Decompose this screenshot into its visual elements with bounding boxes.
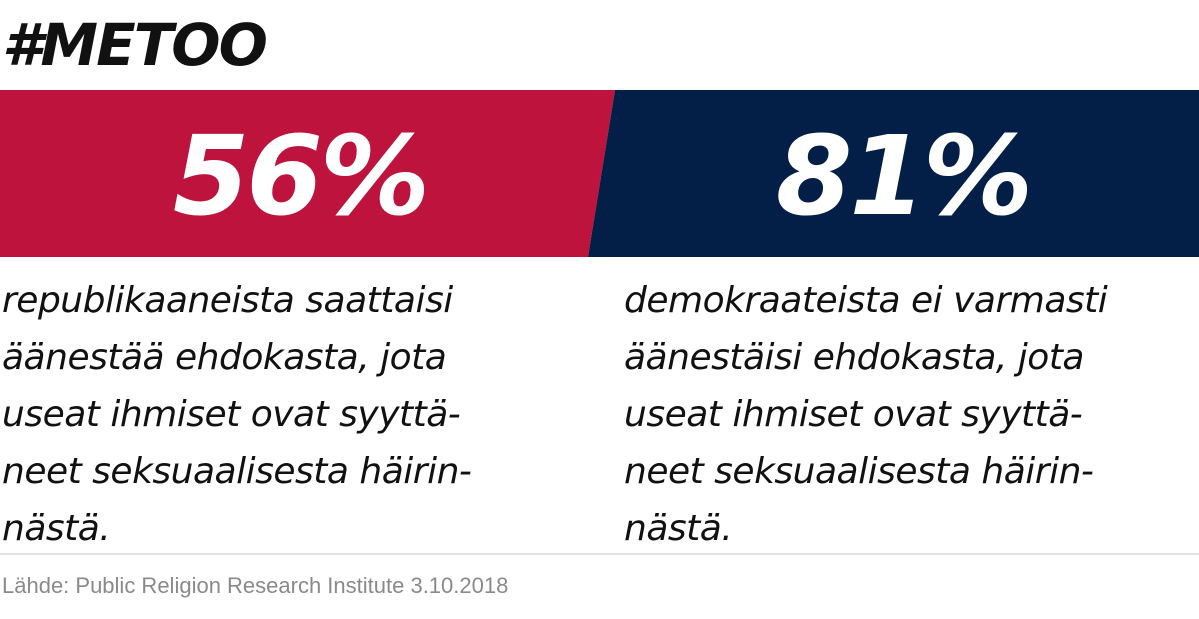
description-line: republikaaneista saattaisi — [2, 280, 453, 321]
democrat-stat: 81% — [776, 112, 1030, 240]
description-line: useat ihmiset ovat syyttä- — [2, 394, 461, 435]
source-note: Lähde: Public Religion Research Institut… — [2, 573, 509, 598]
description-line: neet seksuaalisesta häirin- — [2, 451, 472, 492]
description-line: neet seksuaalisesta häirin- — [624, 451, 1094, 492]
democrat-description: demokraateista ei varmasti äänestäisi eh… — [624, 272, 1194, 557]
description-line: äänestäisi ehdokasta, jota — [624, 337, 1085, 378]
description-line: useat ihmiset ovat syyttä- — [624, 394, 1083, 435]
description-line: äänestää ehdokasta, jota — [2, 337, 447, 378]
stat-banner: 56% 81% — [0, 90, 1199, 257]
description-line: nästä. — [2, 508, 111, 549]
description-line: nästä. — [624, 508, 733, 549]
republican-description: republikaaneista saattaisi äänestää ehdo… — [2, 272, 592, 557]
divider — [0, 553, 1199, 555]
democrat-panel — [588, 90, 1199, 257]
description-line: demokraateista ei varmasti — [624, 280, 1108, 321]
page-title: #METOO — [2, 11, 268, 79]
republican-panel — [0, 90, 615, 257]
republican-stat: 56% — [173, 112, 427, 240]
